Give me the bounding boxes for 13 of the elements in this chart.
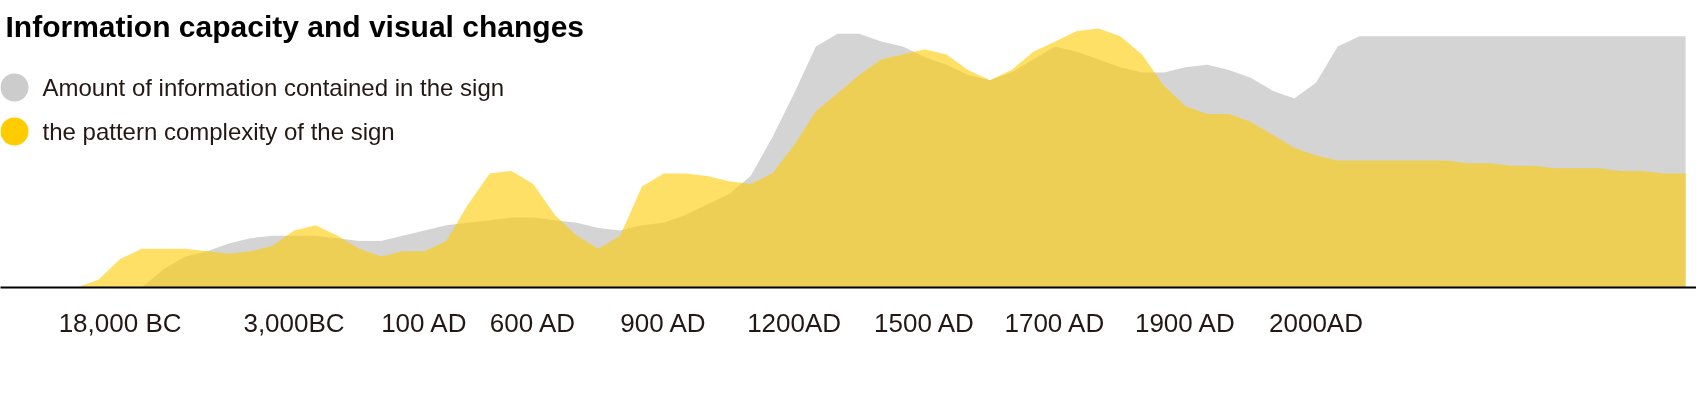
x-tick-label: 18,000 BC (58, 307, 182, 338)
x-tick-label: 1700 AD (1004, 307, 1105, 338)
legend-label: Amount of information contained in the sign (42, 74, 505, 101)
x-tick-label: 1200AD (747, 307, 842, 338)
x-tick-label: 1900 AD (1134, 307, 1235, 338)
x-tick-label: 2000AD (1269, 307, 1363, 338)
x-tick-label: 3,000BC (243, 307, 345, 338)
legend-label: the pattern complexity of the sign (42, 118, 395, 145)
chart-title: Information capacity and visual changes (5, 10, 584, 43)
x-tick-label: 1500 AD (874, 307, 974, 338)
x-tick-label: 100 AD (381, 307, 467, 338)
x-tick-label: 900 AD (620, 307, 706, 338)
x-tick-label: 600 AD (489, 307, 576, 338)
